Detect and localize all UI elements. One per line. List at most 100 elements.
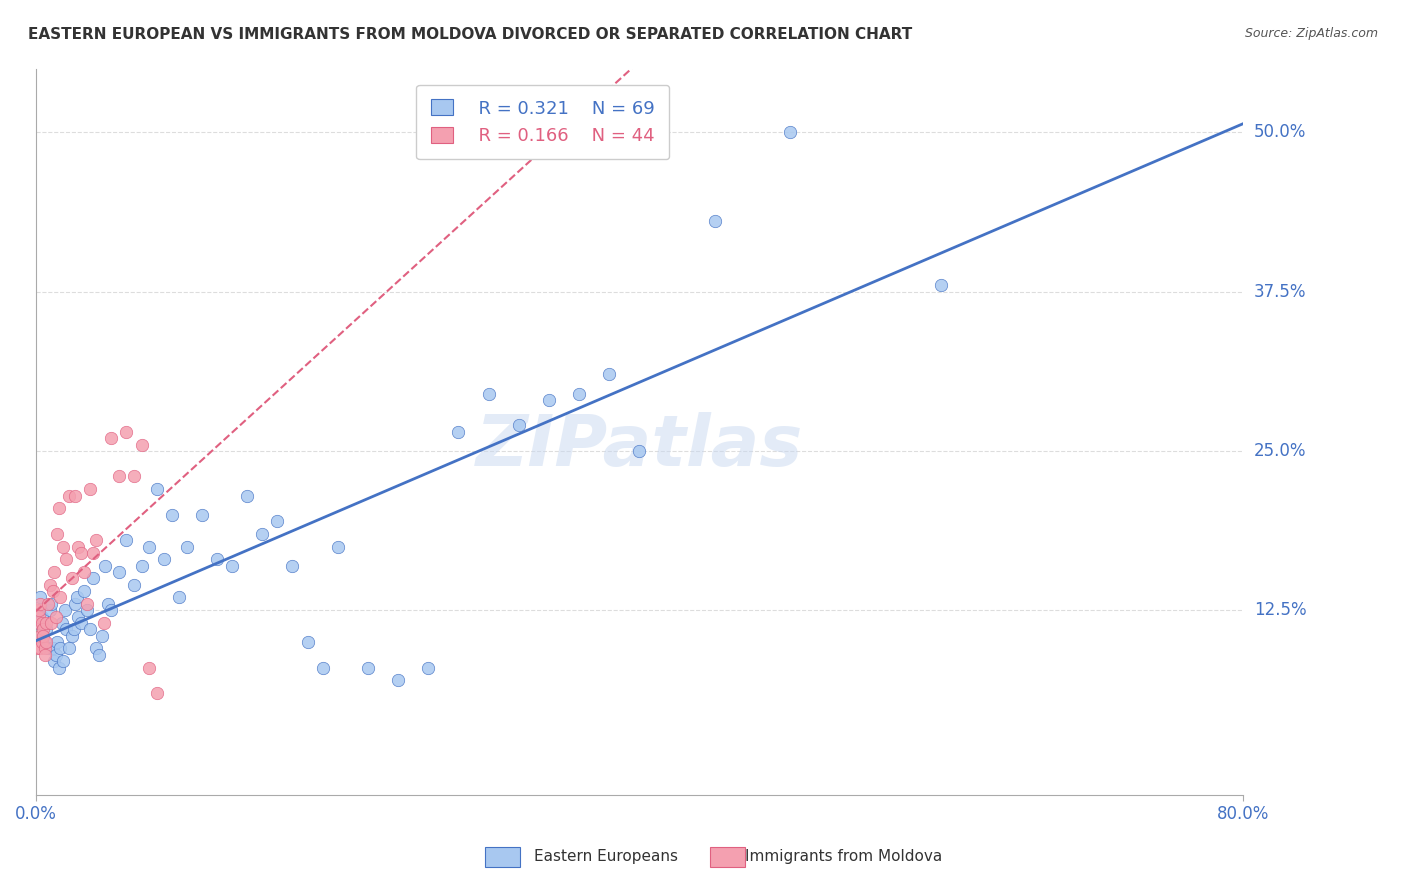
Point (628, 444, 651, 458)
Point (31, 615, 53, 630)
Point (167, 591, 190, 605)
Text: 37.5%: 37.5% (1254, 283, 1306, 301)
Point (131, 437, 153, 451)
Point (73, 565, 96, 579)
Point (39, 597, 62, 611)
Point (49, 641, 72, 656)
Point (357, 660, 380, 674)
Point (138, 540, 160, 554)
Point (84, 641, 107, 656)
Point (55, 552, 77, 566)
Point (41, 641, 63, 656)
Text: Immigrants from Moldova: Immigrants from Moldova (745, 849, 942, 863)
Point (51, 615, 73, 630)
Point (89, 648, 111, 662)
Point (46, 526, 69, 541)
Point (28, 603, 51, 617)
Point (94, 558, 117, 573)
Point (63, 597, 86, 611)
Point (79, 623, 101, 637)
Point (30, 629, 52, 643)
Point (97, 597, 120, 611)
Point (60, 571, 83, 585)
Point (84, 533, 107, 548)
Point (153, 552, 176, 566)
Point (63, 489, 86, 503)
Point (58, 489, 80, 503)
Point (703, 214, 725, 228)
Point (160, 508, 183, 522)
Point (42, 654, 65, 668)
Point (28, 615, 51, 630)
Point (58, 641, 80, 656)
Text: 25.0%: 25.0% (1254, 442, 1306, 460)
Point (30, 591, 52, 605)
Point (100, 603, 122, 617)
Point (53, 603, 76, 617)
Point (598, 368, 620, 382)
Point (48, 501, 70, 516)
Point (38, 603, 60, 617)
Point (34, 635, 56, 649)
Point (31, 609, 53, 624)
Point (537, 392, 560, 407)
Point (38, 578, 60, 592)
Point (281, 558, 304, 573)
Point (30, 597, 52, 611)
Point (66, 591, 89, 605)
Legend:   R = 0.321    N = 69,   R = 0.166    N = 44: R = 0.321 N = 69, R = 0.166 N = 44 (416, 85, 669, 160)
Point (311, 660, 333, 674)
Point (46, 635, 69, 649)
Point (326, 540, 349, 554)
Point (32, 629, 55, 643)
Text: Eastern Europeans: Eastern Europeans (534, 849, 678, 863)
Point (108, 469, 131, 483)
Point (221, 558, 243, 573)
Point (49, 591, 72, 605)
Point (62, 623, 84, 637)
Point (108, 565, 131, 579)
Point (122, 469, 145, 483)
Point (93, 615, 115, 630)
Point (82, 546, 104, 560)
Point (67, 609, 90, 624)
Point (79, 482, 101, 496)
Point (447, 425, 470, 439)
Point (35, 623, 58, 637)
Point (34, 641, 56, 656)
Point (297, 635, 319, 649)
Point (115, 425, 138, 439)
Point (52, 654, 75, 668)
Point (70, 615, 93, 630)
Point (41, 584, 63, 599)
Point (73, 584, 96, 599)
Point (100, 431, 122, 445)
Point (176, 540, 198, 554)
Point (387, 673, 409, 688)
Point (37, 597, 59, 611)
Point (508, 418, 530, 433)
Point (60, 629, 83, 643)
Point (37, 641, 59, 656)
Point (477, 386, 499, 401)
Point (779, 125, 801, 139)
Text: ZIPatlas: ZIPatlas (475, 412, 803, 481)
Point (122, 578, 145, 592)
Point (252, 526, 274, 541)
Point (35, 615, 58, 630)
Point (191, 508, 214, 522)
Point (42, 565, 65, 579)
Text: 12.5%: 12.5% (1254, 601, 1306, 619)
Point (39, 615, 62, 630)
Point (45, 648, 67, 662)
Point (30, 641, 52, 656)
Point (91, 629, 114, 643)
Point (145, 482, 167, 496)
Point (48, 660, 70, 674)
Point (145, 686, 167, 700)
Point (35, 635, 58, 649)
Point (205, 552, 228, 566)
Point (76, 603, 98, 617)
Point (115, 533, 138, 548)
Point (67, 540, 90, 554)
